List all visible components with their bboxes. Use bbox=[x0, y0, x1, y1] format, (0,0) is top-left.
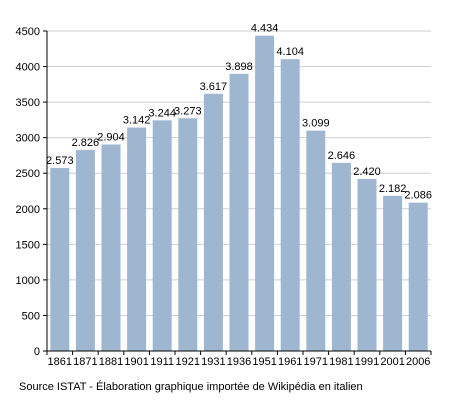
x-tick-label: 1911 bbox=[150, 356, 174, 368]
y-tick-label: 3500 bbox=[16, 97, 40, 109]
y-tick-label: 0 bbox=[34, 346, 40, 358]
x-tick-label: 1936 bbox=[227, 356, 251, 368]
x-tick-label: 1951 bbox=[252, 356, 276, 368]
y-axis: 0 500 1000 1500 2000 2500 3000 3500 4000 4500 bbox=[16, 26, 48, 358]
x-tick-label: 1931 bbox=[201, 356, 225, 368]
bar bbox=[331, 162, 351, 351]
x-tick-label: 1991 bbox=[355, 356, 379, 368]
x-tick-label: 1881 bbox=[99, 356, 123, 368]
data-label: 2.904 bbox=[97, 131, 125, 143]
x-tick-label: 1921 bbox=[176, 356, 200, 368]
bars bbox=[50, 35, 428, 352]
data-label: 3.244 bbox=[148, 107, 176, 119]
bar bbox=[178, 118, 198, 352]
bar bbox=[306, 130, 326, 351]
bar bbox=[229, 73, 249, 351]
source-note: Source ISTAT - Élaboration graphique imp… bbox=[19, 381, 363, 393]
data-label: 4.434 bbox=[251, 23, 279, 35]
data-label: 3.898 bbox=[225, 61, 253, 73]
data-label: 4.104 bbox=[276, 46, 304, 58]
x-tick-label: 1861 bbox=[48, 356, 72, 368]
bar bbox=[152, 120, 172, 351]
bar bbox=[127, 127, 147, 352]
data-label: 3.273 bbox=[174, 105, 202, 117]
bar bbox=[203, 93, 223, 352]
x-axis: 1861 1871 1881 1901 1911 1921 1931 1936 1951 1961… bbox=[46, 350, 432, 368]
x-tick-label: 1971 bbox=[304, 356, 328, 368]
data-label: 2.086 bbox=[404, 190, 432, 202]
data-label: 2.420 bbox=[353, 166, 381, 178]
x-tick-label: 1961 bbox=[278, 356, 302, 368]
data-label: 2.573 bbox=[46, 155, 74, 167]
bar bbox=[75, 150, 95, 351]
y-tick-label: 2000 bbox=[16, 204, 40, 216]
y-tick-label: 4000 bbox=[16, 62, 40, 74]
bar bbox=[101, 144, 121, 351]
bar bbox=[383, 195, 403, 351]
x-tick-label: 1901 bbox=[124, 356, 148, 368]
bar bbox=[408, 202, 428, 351]
x-tick-label: 1981 bbox=[329, 356, 353, 368]
y-tick-label: 2500 bbox=[16, 168, 40, 180]
x-tick-label: 2006 bbox=[406, 356, 430, 368]
y-tick-label: 3000 bbox=[16, 133, 40, 145]
bar bbox=[50, 168, 70, 351]
y-tick-label: 1500 bbox=[16, 239, 40, 251]
data-label: 2.182 bbox=[379, 183, 407, 195]
y-tick-label: 500 bbox=[22, 310, 40, 322]
x-tick-label: 2001 bbox=[380, 356, 404, 368]
y-tick-label: 4500 bbox=[16, 26, 40, 38]
y-tick-label: 1000 bbox=[16, 275, 40, 287]
data-label: 2.646 bbox=[328, 150, 356, 162]
bar bbox=[255, 35, 275, 352]
data-label: 2.826 bbox=[72, 137, 100, 149]
bar bbox=[280, 59, 300, 351]
data-label: 3.142 bbox=[123, 115, 151, 127]
data-label: 3.099 bbox=[302, 118, 330, 130]
data-label: 3.617 bbox=[200, 81, 228, 93]
x-tick-label: 1871 bbox=[73, 356, 97, 368]
bar bbox=[357, 178, 377, 351]
